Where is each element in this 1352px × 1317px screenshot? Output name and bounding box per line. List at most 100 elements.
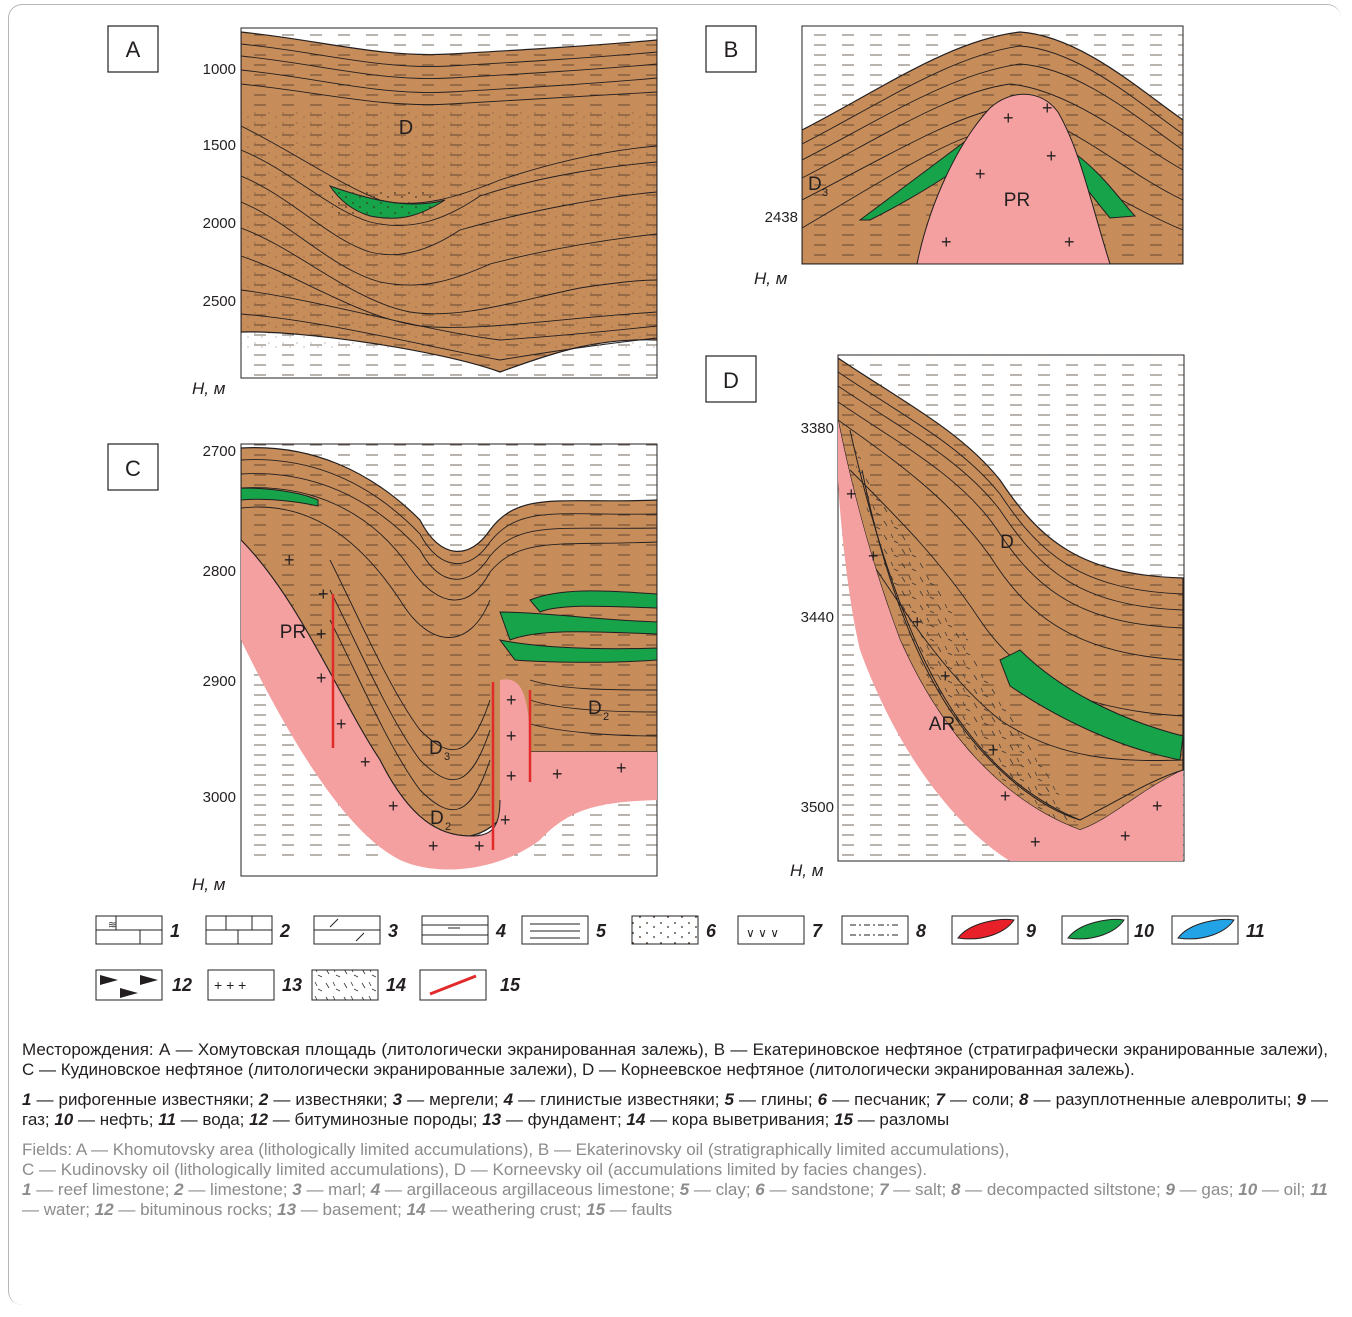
- legend-item-5: 5: [521, 915, 607, 945]
- caption-legend-num: 3: [292, 1180, 302, 1199]
- svg-text:+: +: [506, 690, 517, 710]
- svg-text:∨ ∨ ∨: ∨ ∨ ∨: [746, 926, 779, 940]
- legend-item-14: 14: [311, 969, 406, 1001]
- legend-num-9: 9: [1026, 921, 1036, 941]
- caption-legend-text: — рифогенные известняки;: [31, 1090, 259, 1109]
- svg-text:+: +: [988, 740, 999, 760]
- panel-a-label: A: [126, 37, 141, 62]
- caption-legend-text: — marl;: [301, 1180, 371, 1199]
- caption-legend-num: 12: [94, 1200, 114, 1219]
- svg-text:+: +: [1046, 146, 1057, 166]
- caption-legend-text: — глинистые известняки;: [513, 1090, 725, 1109]
- caption-legend-num: 11: [158, 1110, 176, 1129]
- caption-legend-text: — gas;: [1174, 1180, 1239, 1199]
- legend-num-4: 4: [495, 921, 506, 941]
- panel-b-label: B: [724, 37, 739, 62]
- caption-legend-ru: 1 — рифогенные известняки; 2 — известняк…: [22, 1090, 1328, 1130]
- caption-legend-num: 6: [817, 1090, 828, 1109]
- caption-legend-text: — faults: [605, 1200, 673, 1219]
- caption-legend-num: 10: [54, 1110, 74, 1129]
- caption-legend-num: 15: [586, 1200, 606, 1219]
- panel-a-tick-3: 2500: [203, 293, 236, 310]
- legend-item-6: 6: [631, 915, 717, 945]
- legend-num-2: 2: [279, 921, 290, 941]
- panel-c-tick-3: 3000: [203, 789, 236, 806]
- svg-text:+: +: [1064, 232, 1075, 252]
- panel-d-label-box: [705, 355, 757, 403]
- legend-item-11: 11: [1171, 915, 1265, 945]
- caption-legend-text: — clay;: [689, 1180, 756, 1199]
- panel-c-unit-d3-sub: 3: [444, 751, 450, 763]
- caption-legend-text: — sandstone;: [764, 1180, 880, 1199]
- panel-c-label-box: [107, 443, 159, 491]
- panel-c-tick-1: 2800: [203, 563, 236, 580]
- legend-num-5: 5: [596, 921, 607, 941]
- caption-legend-num: 7: [879, 1180, 889, 1199]
- caption-fields-ru: Месторождения: А — Хомутовская площадь (…: [22, 1040, 1328, 1079]
- caption-legend-num: 9: [1296, 1090, 1306, 1109]
- legend-item-8: 8: [841, 915, 926, 945]
- legend-num-15: 15: [500, 975, 521, 995]
- caption-legend-text: — газ;: [22, 1090, 1329, 1129]
- caption-legend-num: 10: [1238, 1180, 1258, 1199]
- caption-legend-text: — битуминозные породы;: [268, 1110, 483, 1129]
- svg-text:+: +: [500, 810, 511, 830]
- caption-legend-num: 5: [679, 1180, 690, 1199]
- svg-text:+: +: [1000, 786, 1011, 806]
- caption-legend-num: 14: [406, 1200, 426, 1219]
- caption-legend-text: — water;: [22, 1200, 95, 1219]
- svg-text:+ + +: + + +: [214, 977, 246, 993]
- caption-legend-num: 9: [1165, 1180, 1175, 1199]
- svg-text:+: +: [940, 666, 951, 686]
- svg-text:+: +: [1120, 826, 1131, 846]
- panel-c-unit-d2b-sub: 2: [603, 711, 609, 723]
- caption-legend-en: 1 — reef limestone; 2 — limestone; 3 — m…: [22, 1180, 1328, 1220]
- caption-legend-num: 3: [392, 1090, 403, 1109]
- legend-num-14: 14: [386, 975, 406, 995]
- svg-text:+: +: [912, 612, 923, 632]
- svg-text:+: +: [506, 726, 517, 746]
- panel-d-tick-1: 3440: [801, 609, 834, 626]
- legend-item-2: 2: [205, 915, 290, 945]
- svg-text:+: +: [552, 764, 563, 784]
- legend-num-6: 6: [706, 921, 717, 941]
- svg-text:+: +: [1003, 108, 1014, 128]
- caption-legend-text: — разуплотненные алевролиты;: [1028, 1090, 1297, 1109]
- svg-text:+: +: [941, 232, 952, 252]
- caption-legend-text: — reef limestone;: [31, 1180, 175, 1199]
- caption: Месторождения: А — Хомутовская площадь (…: [22, 1040, 1328, 1220]
- figure-frame: [8, 4, 1341, 1305]
- legend-item-4: 4: [421, 915, 506, 945]
- panel-c-unit-d3: D: [429, 738, 443, 759]
- caption-legend-num: 8: [950, 1180, 961, 1199]
- caption-legend-num: 7: [935, 1090, 945, 1109]
- panel-b: B + + + + + + D 3 PR 2438 Н, м: [705, 25, 1184, 288]
- panel-d-tick-2: 3500: [801, 799, 834, 816]
- legend-num-10: 10: [1134, 921, 1154, 941]
- caption-legend-text: — известняки;: [268, 1090, 393, 1109]
- caption-legend-text: — oil;: [1257, 1180, 1311, 1199]
- caption-legend-text: — мергели;: [402, 1090, 504, 1109]
- legend-item-12: 12: [95, 969, 192, 1001]
- caption-legend-num: 8: [1019, 1090, 1029, 1109]
- caption-legend-num: 12: [249, 1110, 269, 1129]
- panel-c-label: C: [125, 456, 141, 481]
- svg-text:+: +: [388, 796, 399, 816]
- caption-legend-text: — вода;: [175, 1110, 250, 1129]
- panel-a-tick-0: 1000: [203, 61, 236, 78]
- panel-a-units: Н, м: [192, 379, 226, 398]
- legend-num-1: 1: [170, 921, 180, 941]
- panel-c-unit-d2a-sub: 2: [445, 821, 451, 833]
- svg-text:+: +: [846, 484, 857, 504]
- panel-d-units: Н, м: [790, 861, 824, 880]
- panel-a: A D 1000: [107, 25, 658, 398]
- panel-c-tick-2: 2900: [203, 673, 236, 690]
- panel-a-label-box: [107, 25, 159, 73]
- panel-b-unit-pr: PR: [1004, 190, 1030, 211]
- caption-legend-num: 2: [174, 1180, 184, 1199]
- caption-legend-text: — нефть;: [73, 1110, 159, 1129]
- caption-legend-num: 14: [626, 1110, 646, 1129]
- caption-legend-text: — weathering crust;: [425, 1200, 587, 1219]
- caption-legend-text: — decompacted siltstone;: [960, 1180, 1166, 1199]
- caption-legend-num: 6: [755, 1180, 765, 1199]
